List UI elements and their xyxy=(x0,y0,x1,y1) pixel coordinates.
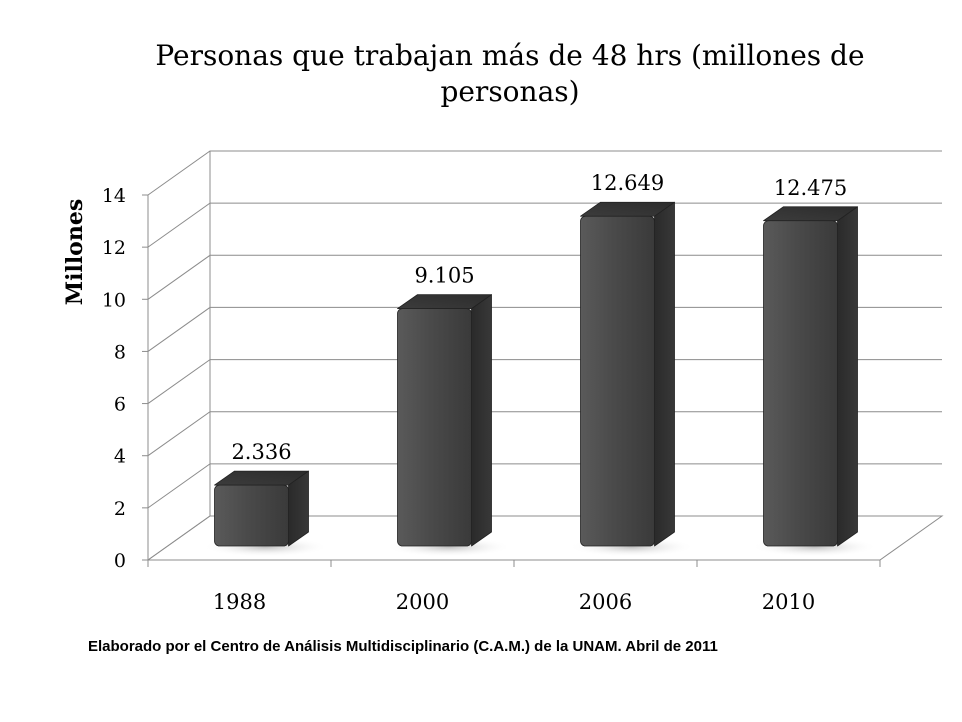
bar-2010 xyxy=(751,206,878,557)
x-tick-label: 2000 xyxy=(396,590,449,614)
bar-2006 xyxy=(568,201,695,557)
data-label: 12.649 xyxy=(591,171,664,195)
x-tick-label: 2010 xyxy=(762,590,815,614)
data-label: 9.105 xyxy=(414,264,474,288)
bar-front-face xyxy=(580,215,655,547)
bar-side-face xyxy=(471,294,492,547)
bar-1988 xyxy=(202,470,329,557)
bar-side-face xyxy=(837,206,858,547)
y-tick-label: 8 xyxy=(114,341,126,363)
y-tick-label: 12 xyxy=(102,237,126,259)
bar-2000 xyxy=(385,294,512,557)
data-label: 2.336 xyxy=(231,440,291,464)
chart-title: Personas que trabajan más de 48 hrs (mil… xyxy=(155,39,865,108)
bar-front-face xyxy=(397,308,472,547)
data-label: 12.475 xyxy=(774,176,847,200)
y-tick-label: 0 xyxy=(114,550,126,572)
x-tick-label: 1988 xyxy=(213,590,266,614)
y-tick-label: 4 xyxy=(114,446,126,468)
y-tick-label: 6 xyxy=(114,394,126,416)
y-tick-label: 10 xyxy=(102,289,126,311)
x-tick-label: 2006 xyxy=(579,590,632,614)
y-tick-label: 2 xyxy=(114,498,126,520)
bar-side-face xyxy=(654,201,675,547)
source-footnote: Elaborado por el Centro de Análisis Mult… xyxy=(88,638,718,655)
bar-front-face xyxy=(763,220,838,547)
y-tick-label: 14 xyxy=(102,185,126,207)
bar-front-face xyxy=(214,484,289,547)
